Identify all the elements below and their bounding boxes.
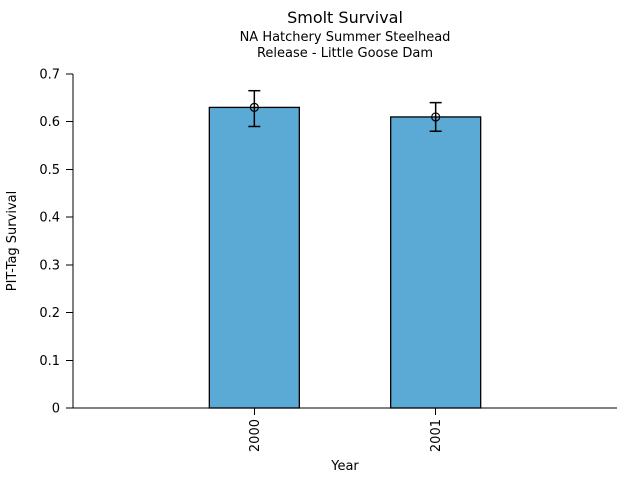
- y-tick-label: 0.1: [39, 354, 60, 369]
- y-tick-label: 0.3: [39, 258, 60, 273]
- y-tick-label: 0.2: [39, 306, 60, 321]
- bar-2001: [390, 116, 482, 409]
- y-axis-label: PIT-Tag Survival: [5, 190, 20, 292]
- chart-subtitle-line1: NA Hatchery Summer Steelhead: [239, 30, 451, 45]
- y-tick-label: 0.7: [39, 68, 60, 83]
- chart-subtitle-line2: Release - Little Goose Dam: [256, 46, 434, 61]
- x-axis-label: Year: [331, 459, 359, 474]
- chart-title: Smolt Survival: [287, 8, 403, 27]
- y-tick-label: 0.4: [39, 211, 60, 226]
- x-tick-label: 2001: [429, 419, 444, 452]
- y-tick-label: 0: [52, 402, 60, 417]
- y-tick-label: 0.5: [39, 163, 60, 178]
- y-tick-label: 0.6: [39, 115, 60, 130]
- x-tick-label: 2000: [248, 419, 263, 452]
- bar-2000: [208, 106, 300, 409]
- error-bar-marker: [431, 112, 441, 122]
- error-bar-marker: [249, 102, 259, 113]
